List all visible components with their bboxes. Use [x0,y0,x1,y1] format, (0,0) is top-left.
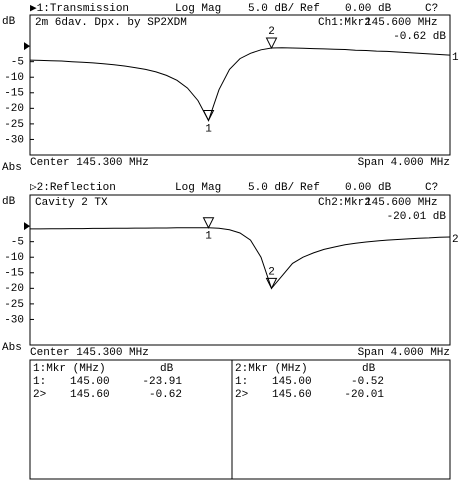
table-freq: 145.60 [272,389,312,401]
trace [30,227,451,290]
table-value: -0.62 [149,389,182,401]
table-header: 2:Mkr (MHz) [235,363,308,375]
plot-frame [29,194,451,346]
footer-center: Center 145.300 MHz [30,347,149,359]
footer-span: Span 4.000 MHz [358,347,450,359]
table-freq: 145.00 [272,376,312,388]
table-header: dB [362,363,376,375]
trace-end-label: 1 [452,52,459,64]
header-item: Log Mag [175,182,221,194]
header-item: 5.0 dB/ [248,3,294,15]
readout: 145.600 MHz [365,197,438,209]
marker-triangle [265,37,278,50]
plot-frame [29,14,451,156]
marker-label: 1 [205,231,212,243]
trace-title: 2m 6dav. Dpx. by SP2XDM [35,17,187,29]
readout: -0.62 dB [393,31,446,43]
header-item: ▷2:Reflection [30,182,116,194]
table-freq: 145.60 [70,389,110,401]
marker-label: 2 [268,266,275,278]
y-tick-label: -10 [4,252,24,264]
header-item: 0.00 dB [345,3,392,15]
header-item: 0.00 dB [345,182,392,194]
readout: Ch2:Mkr2 [318,197,371,209]
header-item: Ref [300,3,320,15]
y-tick-label: -15 [4,268,24,280]
y-tick-label: -30 [4,134,24,146]
ref-arrow [24,42,30,51]
trace-title: Cavity 2 TX [35,197,108,209]
y-axis-label: dB [2,16,16,28]
table-header: 1:Mkr (MHz) [33,363,106,375]
header-item: 5.0 dB/ [248,182,294,194]
marker-triangle [202,217,215,229]
y-tick-label: -20 [4,283,24,295]
y-tick-label: -5 [11,57,24,69]
table-value: -20.01 [344,389,384,401]
y-unit-label: Abs [2,342,22,354]
y-tick-label: -25 [4,299,24,311]
readout: 145.600 MHz [365,17,438,29]
readout: -20.01 dB [387,211,447,223]
table-value: -23.91 [142,376,182,388]
header-item: Ref [300,182,320,194]
marker-triangle [202,109,215,122]
ref-arrow [24,222,30,231]
y-tick-label: -10 [4,72,24,84]
y-tick-label: -20 [4,103,24,115]
y-tick-label: -25 [4,119,24,131]
y-tick-label: -5 [11,237,24,249]
header-item: Log Mag [175,3,221,15]
marker-label: 2 [268,26,275,38]
y-axis-label: dB [2,196,16,208]
header-item: ▶1:Transmission [30,3,129,15]
table-row-id: 2> [33,389,46,401]
marker-triangle [265,277,278,290]
y-unit-label: Abs [2,162,22,174]
y-tick-label: -30 [4,314,24,326]
table-header: dB [160,363,174,375]
readout: Ch1:Mkr2 [318,17,371,29]
table-row-id: 1: [33,376,46,388]
header-item: C? [425,182,438,194]
table-row-id: 1: [235,376,248,388]
footer-span: Span 4.000 MHz [358,157,450,169]
footer-center: Center 145.300 MHz [30,157,149,169]
header-item: C? [425,3,438,15]
y-tick-label: -15 [4,88,24,100]
marker-table [231,359,451,480]
table-value: -0.52 [351,376,384,388]
trace [29,47,451,122]
trace-end-label: 2 [452,234,459,246]
table-freq: 145.00 [70,376,110,388]
marker-label: 1 [205,123,212,135]
table-row-id: 2> [235,389,248,401]
